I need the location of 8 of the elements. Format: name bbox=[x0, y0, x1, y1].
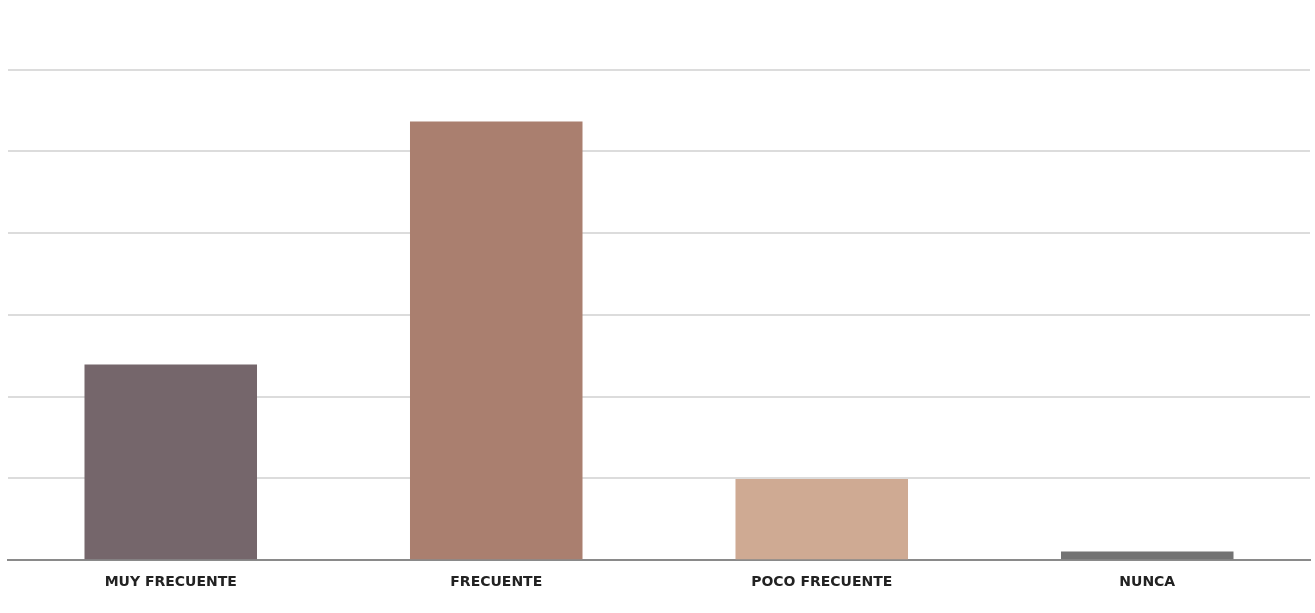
x-tick-label: FRECUENTE bbox=[450, 573, 543, 590]
x-tick-label: MUY FRECUENTE bbox=[104, 573, 237, 590]
x-tick-label: NUNCA bbox=[1119, 573, 1176, 590]
bar bbox=[409, 121, 583, 560]
bar bbox=[1060, 551, 1234, 560]
bar bbox=[84, 364, 258, 560]
bar bbox=[735, 479, 909, 560]
x-tick-label: POCO FRECUENTE bbox=[751, 573, 893, 590]
